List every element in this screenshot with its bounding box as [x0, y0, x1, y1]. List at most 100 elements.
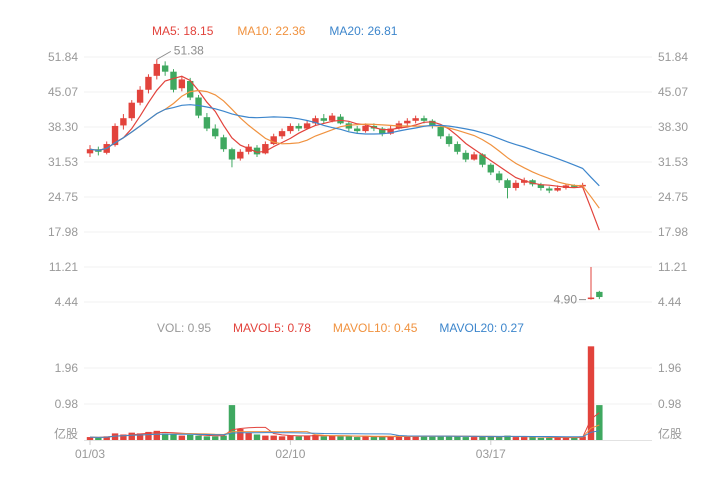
volume-bar — [195, 435, 202, 440]
candle-body — [479, 154, 486, 165]
candle-body — [387, 128, 394, 134]
svg-text:4.44: 4.44 — [658, 295, 682, 309]
candle-body — [512, 182, 520, 188]
candle-body — [220, 137, 227, 150]
candle-body — [270, 136, 277, 145]
mavol20-line — [89, 430, 600, 438]
candle-body — [278, 131, 286, 137]
volume-bar — [412, 435, 419, 440]
volume-bar — [278, 436, 286, 440]
candle-body — [153, 63, 160, 76]
volume-bar — [521, 437, 528, 440]
ma5-legend-label: MA5: 18.15 — [152, 24, 214, 38]
candle-body — [495, 173, 503, 181]
candle-body — [203, 117, 211, 129]
volume-bar — [487, 436, 494, 440]
svg-text:0.98: 0.98 — [55, 397, 79, 411]
volume-bar — [95, 437, 102, 440]
volume-bar — [220, 435, 227, 440]
candle-body — [521, 180, 528, 183]
candle-body — [161, 65, 169, 72]
candle-body — [404, 120, 411, 124]
candle-body — [287, 125, 294, 132]
volume-bar — [337, 436, 344, 440]
mavol10-legend-label: MAVOL10: 0.45 — [332, 321, 418, 335]
svg-text:51.84: 51.84 — [48, 50, 78, 64]
candle-body — [128, 102, 135, 119]
candle-body — [237, 151, 244, 159]
candle-body — [362, 125, 369, 132]
high-price-annotation: 51.38 — [174, 43, 204, 57]
candle-body — [86, 149, 94, 154]
volume-bar — [462, 437, 469, 440]
volume-bar — [287, 435, 294, 440]
volume-bar — [546, 437, 553, 440]
candle-body — [462, 152, 469, 160]
candle-body — [562, 185, 570, 188]
volume-bar — [420, 436, 428, 440]
candle-body — [546, 188, 553, 191]
volume-bar — [529, 437, 536, 440]
candle-body — [379, 128, 386, 134]
candle-body — [420, 118, 428, 121]
svg-text:0.98: 0.98 — [658, 397, 682, 411]
candle-body — [136, 89, 144, 103]
volume-bar — [470, 437, 478, 440]
volume-bar — [320, 436, 327, 440]
svg-text:24.75: 24.75 — [48, 190, 78, 204]
candle-body — [295, 125, 302, 129]
mavol-lines — [89, 412, 600, 439]
candle-body — [262, 144, 269, 154]
volume-bar — [571, 437, 578, 440]
candle-body — [170, 71, 177, 90]
volume-axis-labels: 1.96 1.96 0.98 0.98 亿股 亿股 — [54, 361, 682, 441]
volume-bar — [512, 437, 520, 440]
candle-body — [187, 80, 194, 98]
x-axis-label: 02/10 — [275, 447, 305, 461]
x-axis-label: 01/03 — [75, 447, 105, 461]
volume-bar — [161, 433, 169, 440]
volume-bar — [270, 435, 277, 440]
volume-bar — [153, 430, 160, 440]
volume-bar — [362, 436, 369, 440]
candle-body — [487, 164, 494, 173]
svg-text:51.84: 51.84 — [658, 50, 688, 64]
volume-bars[interactable] — [86, 346, 603, 440]
volume-bar — [237, 428, 244, 440]
svg-text:38.30: 38.30 — [48, 120, 78, 134]
volume-bar — [203, 436, 211, 440]
candle-body — [120, 118, 127, 126]
svg-text:45.07: 45.07 — [658, 85, 688, 99]
volume-bar — [120, 434, 127, 440]
volume-bar — [145, 431, 152, 440]
candle-body — [596, 291, 603, 298]
volume-bar — [379, 437, 386, 440]
candle-body — [412, 118, 419, 121]
candle-body — [111, 125, 119, 146]
volume-bar — [495, 437, 503, 440]
ma10-line — [89, 89, 600, 209]
volume-bar — [562, 437, 570, 440]
volume-bar — [354, 437, 361, 440]
price-ma-legend: MA5: 18.15 MA10: 22.36 MA20: 26.81 — [152, 25, 397, 37]
candle-body — [212, 128, 219, 137]
volume-bar — [170, 434, 177, 440]
candle-body — [354, 128, 361, 132]
svg-text:11.21: 11.21 — [658, 260, 687, 274]
candle-body — [587, 297, 595, 300]
candlestick-series[interactable] — [86, 59, 603, 300]
candle-body — [303, 123, 311, 129]
volume-bar — [86, 437, 94, 440]
candle-body — [312, 118, 319, 124]
svg-text:17.98: 17.98 — [48, 225, 78, 239]
candle-body — [228, 149, 236, 160]
svg-text:11.21: 11.21 — [49, 260, 78, 274]
svg-text:31.53: 31.53 — [48, 155, 78, 169]
svg-text:45.07: 45.07 — [48, 85, 78, 99]
volume-bar — [303, 435, 311, 440]
volume-bar — [253, 434, 261, 440]
volume-bar — [596, 405, 603, 440]
candle-body — [178, 79, 186, 89]
volume-bar — [178, 435, 186, 440]
